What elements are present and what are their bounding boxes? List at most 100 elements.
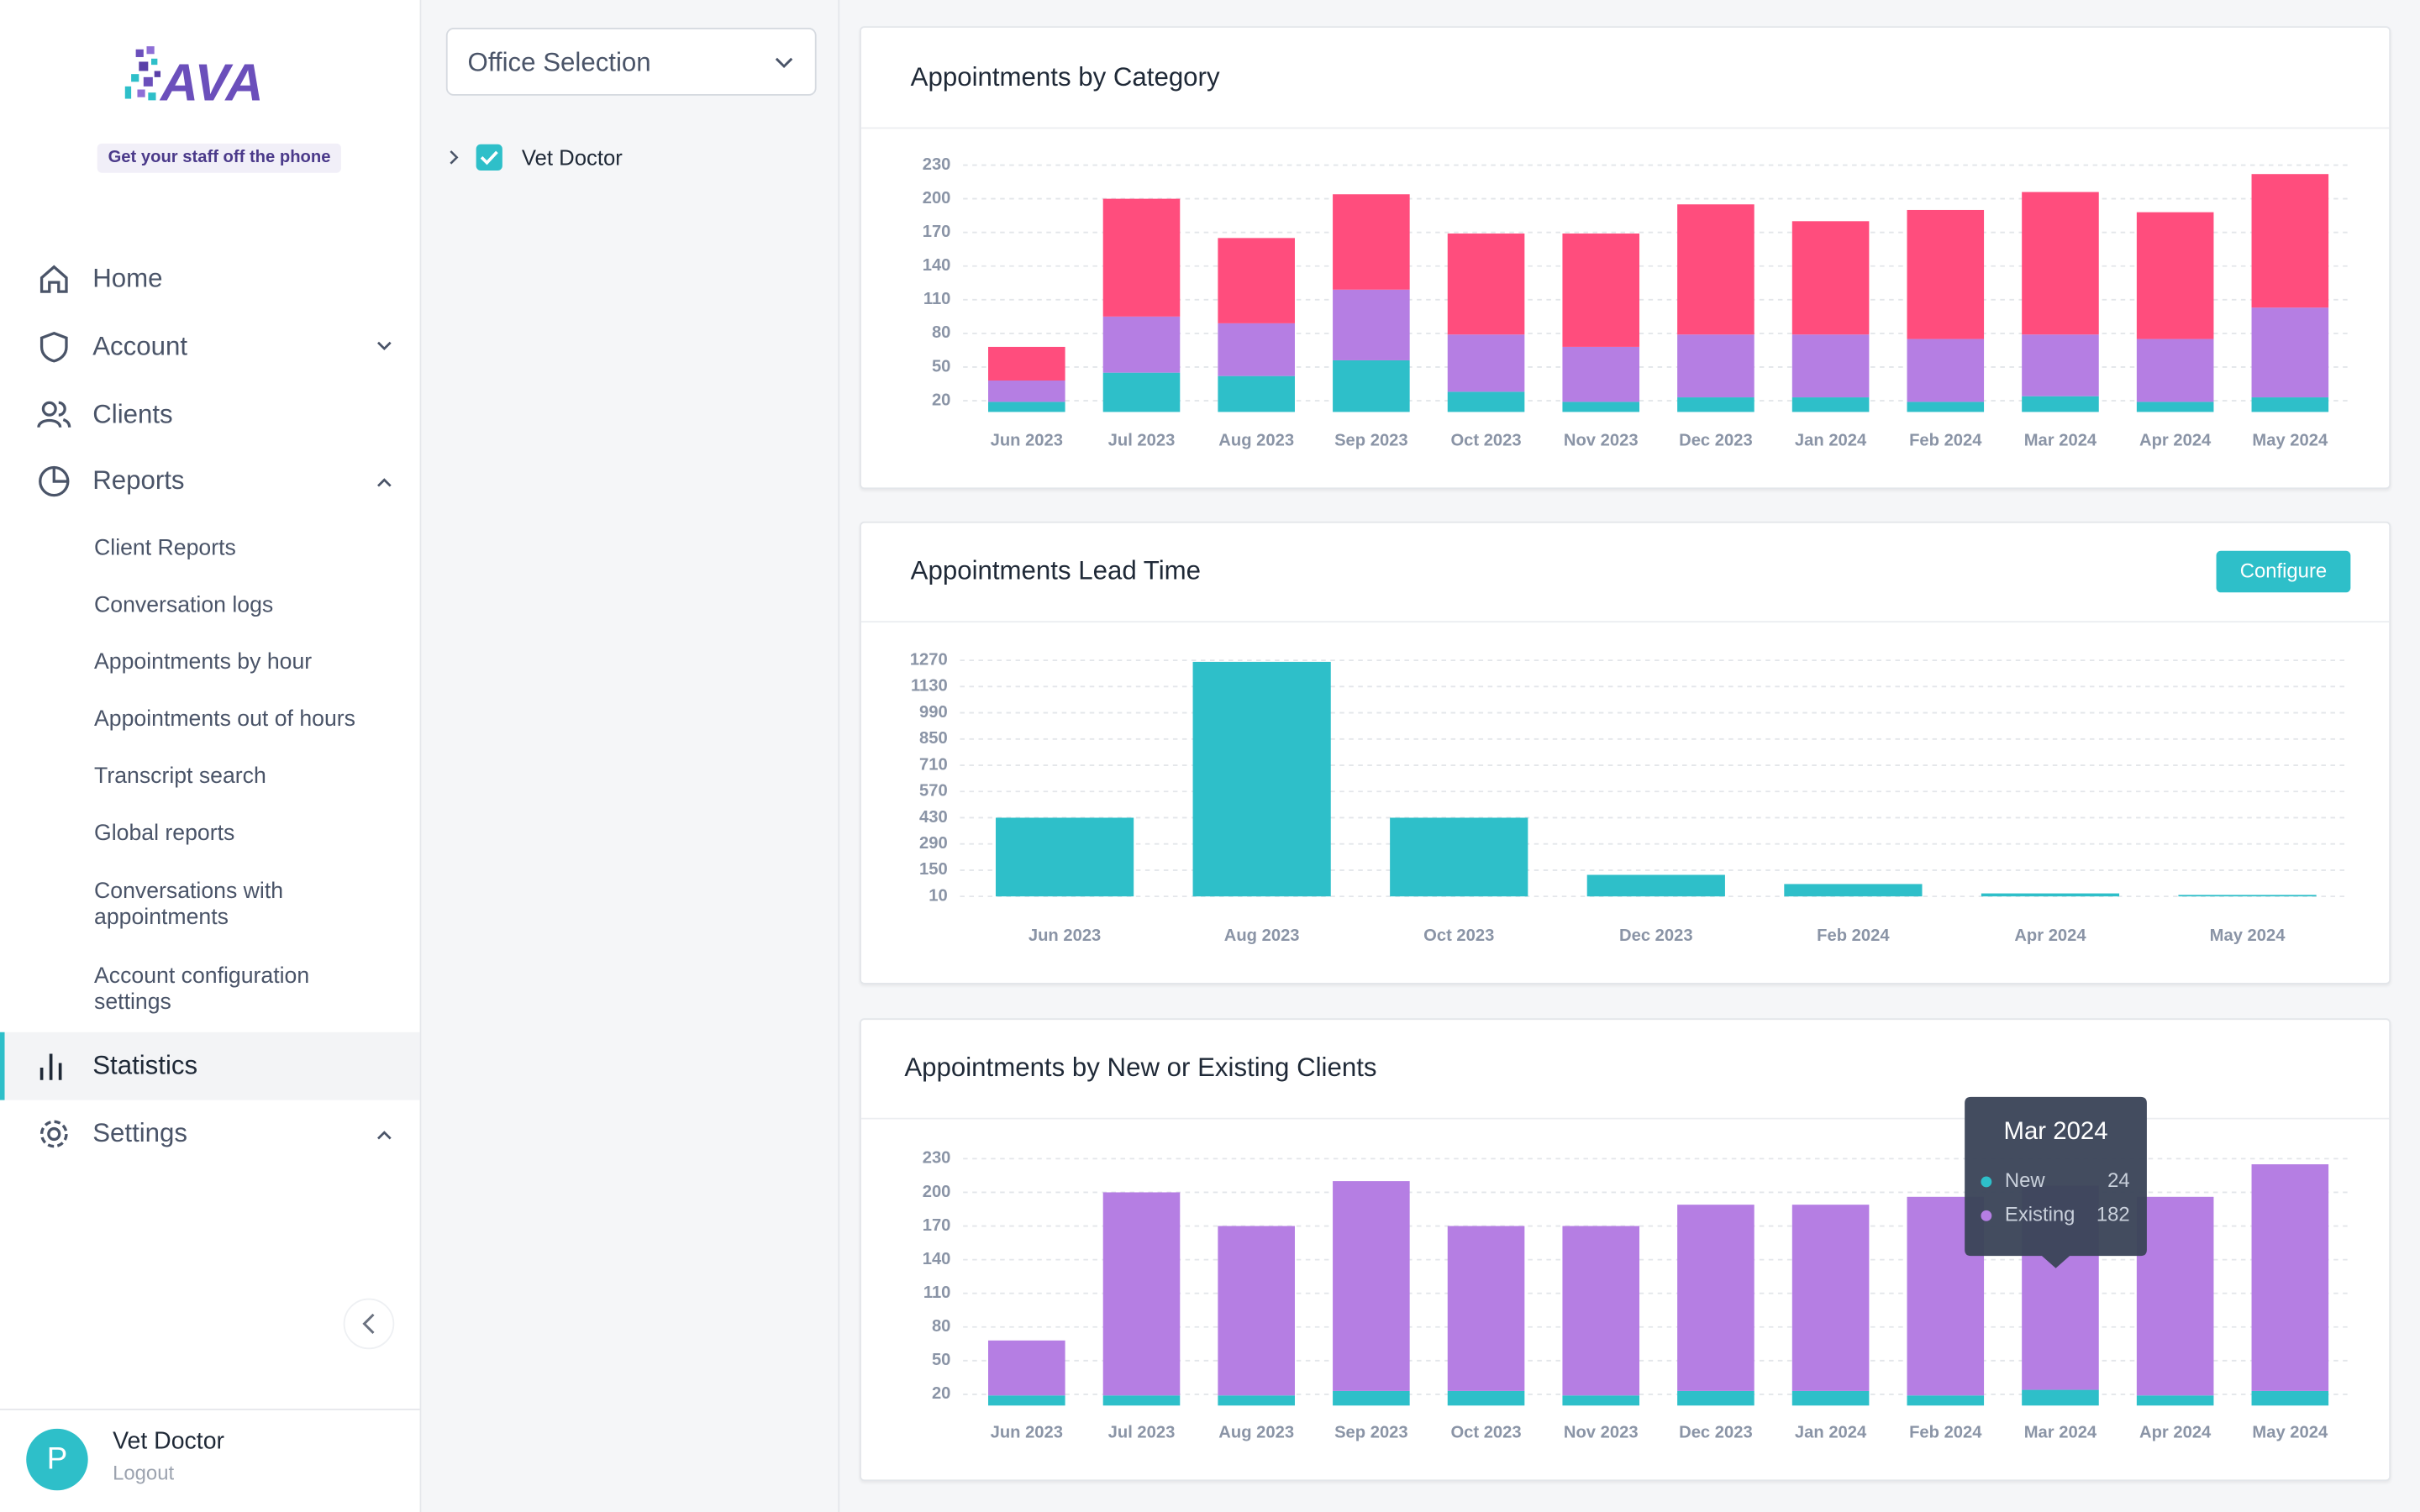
x-tick-label: Feb 2024 bbox=[1909, 432, 1982, 450]
x-tick-label: Jul 2023 bbox=[1108, 1424, 1176, 1442]
submenu-item[interactable]: Appointments out of hours bbox=[94, 707, 355, 732]
bar-segment bbox=[1218, 238, 1295, 323]
bar-segment bbox=[2136, 1196, 2214, 1396]
bar-segment bbox=[1333, 1181, 1410, 1391]
x-tick-label: Jan 2024 bbox=[1795, 1424, 1867, 1442]
y-tick-label: 290 bbox=[919, 834, 948, 853]
nav-statistics[interactable]: Statistics bbox=[92, 1050, 198, 1080]
bar-segment bbox=[1218, 1395, 1295, 1406]
logout[interactable]: Logout bbox=[113, 1461, 175, 1484]
bar-segment bbox=[1562, 1395, 1640, 1406]
bar-segment bbox=[2136, 212, 2214, 339]
submenu-item[interactable]: Global reports bbox=[94, 822, 235, 847]
submenu-item[interactable]: Client Reports bbox=[94, 536, 236, 561]
y-tick-label: 170 bbox=[923, 1216, 951, 1235]
chart-title: Appointments by Category bbox=[911, 62, 1220, 92]
chevron-up bbox=[377, 1131, 392, 1140]
x-tick-label: Nov 2023 bbox=[1564, 1424, 1639, 1442]
reports-icon bbox=[39, 465, 70, 497]
sidebar: AVA Get your staff off the phone Home Ac… bbox=[0, 0, 422, 1512]
chart-card: Appointments by New or Existing Clients 2… bbox=[860, 1018, 2391, 1482]
bar-segment bbox=[2251, 397, 2329, 412]
bar bbox=[1192, 661, 1331, 897]
active-indicator bbox=[0, 1032, 5, 1100]
x-tick-label: Jun 2023 bbox=[991, 1424, 1063, 1442]
y-tick-label: 150 bbox=[919, 860, 948, 879]
nav-settings[interactable]: Settings bbox=[92, 1118, 188, 1148]
x-tick-label: Mar 2024 bbox=[2024, 1424, 2097, 1442]
configure-button[interactable] bbox=[2216, 550, 2351, 593]
bar-segment bbox=[2022, 192, 2099, 335]
x-tick-label: Dec 2023 bbox=[1619, 927, 1693, 945]
x-tick-label: Dec 2023 bbox=[1679, 432, 1753, 450]
bar-segment bbox=[1791, 221, 1870, 335]
tagline: Get your staff off the phone bbox=[97, 143, 342, 173]
button-label[interactable]: Configure bbox=[2240, 560, 2327, 583]
x-tick-label: Feb 2024 bbox=[1817, 927, 1890, 945]
tree-expand[interactable] bbox=[448, 146, 463, 168]
x-tick-label: May 2024 bbox=[2252, 1424, 2328, 1442]
y-tick-label: 140 bbox=[923, 256, 951, 275]
y-tick-label: 1270 bbox=[910, 650, 948, 669]
chart-title: Appointments Lead Time bbox=[911, 556, 1201, 585]
chevron-up bbox=[377, 478, 392, 487]
bar-segment bbox=[2136, 1395, 2214, 1406]
bar-segment bbox=[1677, 1390, 1754, 1406]
y-tick-label: 80 bbox=[932, 323, 950, 342]
submenu-item[interactable]: Account configuration settings bbox=[94, 963, 310, 1016]
tree-label: Vet Doctor bbox=[521, 144, 623, 171]
x-tick-label: Jan 2024 bbox=[1795, 432, 1867, 450]
bar-segment bbox=[1791, 397, 1870, 412]
checkbox[interactable] bbox=[476, 144, 503, 171]
tooltip-series: Existing bbox=[2005, 1204, 2075, 1226]
bar-segment bbox=[1791, 334, 1870, 398]
submenu-item[interactable]: Conversations with appointments bbox=[94, 879, 284, 931]
y-tick-label: 50 bbox=[932, 1351, 950, 1369]
clients-icon bbox=[37, 401, 71, 428]
bar-segment bbox=[2136, 402, 2214, 412]
submenu-item[interactable]: Transcript search bbox=[94, 764, 266, 790]
bar bbox=[995, 817, 1134, 897]
bar-segment bbox=[1562, 234, 1640, 347]
x-tick-label: Oct 2023 bbox=[1450, 432, 1521, 450]
x-tick-label: Aug 2023 bbox=[1218, 432, 1294, 450]
bar-segment bbox=[1102, 1192, 1181, 1396]
bar bbox=[1390, 817, 1528, 897]
bar-segment bbox=[988, 1340, 1065, 1396]
x-tick-label: Apr 2024 bbox=[2139, 1424, 2212, 1442]
chart: Appointments Lead Time Configure 10 150 290 4… bbox=[860, 550, 2390, 945]
bar-segment bbox=[1333, 360, 1410, 412]
x-tick-label: Apr 2024 bbox=[2139, 432, 2212, 450]
tooltip-value: 24 bbox=[2107, 1169, 2130, 1192]
y-tick-label: 20 bbox=[932, 391, 950, 409]
office-select[interactable]: Office Selection bbox=[445, 28, 817, 96]
tooltip-series: New bbox=[2005, 1169, 2045, 1192]
bar-segment bbox=[1218, 375, 1295, 412]
bar-segment bbox=[1562, 346, 1640, 402]
submenu-item[interactable]: Appointments by hour bbox=[94, 650, 313, 675]
select-text: Office Selection bbox=[467, 47, 651, 77]
bar-segment bbox=[1791, 1205, 1870, 1391]
submenu-item[interactable]: Conversation logs bbox=[94, 593, 274, 618]
y-tick-label: 110 bbox=[923, 290, 951, 308]
bar-segment bbox=[1907, 209, 1985, 339]
logo: AVA bbox=[124, 46, 264, 112]
select-chevron bbox=[775, 57, 793, 69]
tooltip-title: Mar 2024 bbox=[2003, 1117, 2107, 1145]
bar-segment bbox=[1447, 1390, 1525, 1406]
bar-segment bbox=[1677, 397, 1754, 412]
collapse-button[interactable] bbox=[343, 1298, 395, 1350]
bar bbox=[1586, 874, 1725, 897]
nav-clients[interactable]: Clients bbox=[92, 399, 173, 429]
x-tick-label: Apr 2024 bbox=[2014, 927, 2086, 945]
bar-segment bbox=[1907, 1395, 1985, 1406]
nav-home[interactable]: Home bbox=[92, 264, 163, 293]
bar-segment bbox=[1677, 334, 1754, 398]
nav-reports[interactable]: Reports bbox=[92, 465, 185, 496]
bar-segment bbox=[988, 1395, 1065, 1406]
y-tick-label: 570 bbox=[919, 782, 948, 801]
nav-account[interactable]: Account bbox=[92, 331, 188, 361]
tooltip-dot bbox=[1981, 1210, 1992, 1221]
account-icon bbox=[39, 331, 68, 363]
x-tick-label: Feb 2024 bbox=[1909, 1424, 1982, 1442]
